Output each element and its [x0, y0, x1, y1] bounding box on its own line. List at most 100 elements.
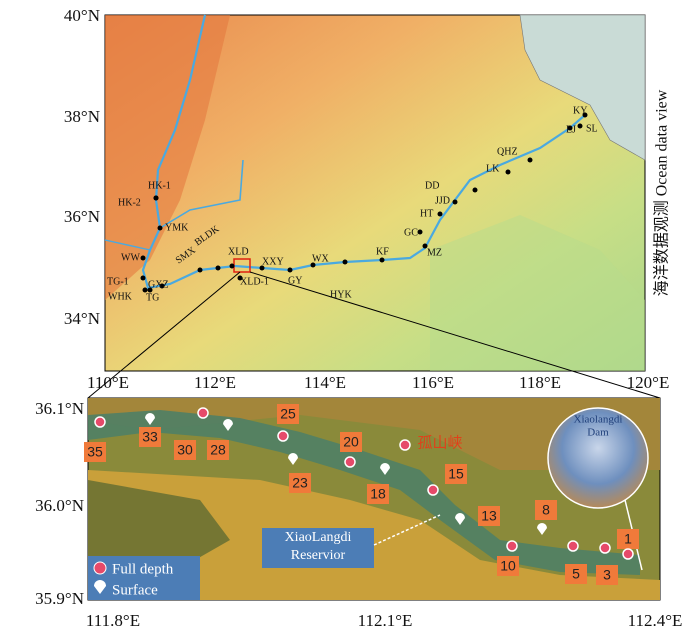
- site-number: 30: [177, 442, 193, 458]
- site-number: 35: [87, 444, 103, 460]
- site-number-box: [497, 556, 519, 576]
- station-dot: [452, 199, 458, 205]
- station-dot: [582, 112, 588, 118]
- surface-pin: [537, 523, 547, 535]
- station-dot: [417, 229, 423, 235]
- station-dot: [159, 283, 165, 289]
- site-number: 15: [448, 466, 464, 482]
- station-dot: [527, 157, 533, 163]
- legend-full-depth-marker: [93, 561, 107, 575]
- site-number: 23: [292, 475, 308, 491]
- station-dot: [142, 287, 148, 293]
- lon-label: 114°E: [304, 373, 346, 392]
- site-number-box: [340, 432, 362, 452]
- lon-label: 112.4°E: [628, 611, 683, 630]
- connector: [249, 271, 661, 399]
- station-dot: [153, 195, 159, 201]
- station-label: WX: [312, 253, 329, 264]
- site-number-box: [445, 464, 467, 484]
- site-number: 28: [210, 442, 226, 458]
- site-number-box: [535, 500, 557, 520]
- site-number: 10: [500, 558, 516, 574]
- site-number-box: [617, 529, 639, 549]
- lon-label: 116°E: [412, 373, 454, 392]
- lat-label: 35.9°N: [35, 589, 84, 608]
- site-number: 13: [481, 508, 497, 524]
- site-number: 25: [280, 406, 296, 422]
- station-label: DD: [425, 180, 439, 191]
- full-depth-pin: [599, 542, 611, 554]
- tributary: [159, 159, 244, 229]
- station-dot: [287, 267, 293, 273]
- station-label: KY: [573, 105, 587, 116]
- station-label: YMK: [165, 222, 189, 233]
- lon-label: 120°E: [627, 373, 670, 392]
- lat-label: 38°N: [64, 107, 100, 126]
- lat-label: 36.0°N: [35, 496, 84, 515]
- station-dot: [422, 243, 428, 249]
- site-number-box: [207, 440, 229, 460]
- station-dot: [472, 187, 478, 193]
- station-label: TG-1: [107, 276, 129, 287]
- full-depth-pin: [94, 416, 106, 428]
- lon-label: 112.1°E: [358, 611, 413, 630]
- station-dot: [215, 265, 221, 271]
- full-depth-pin: [567, 540, 579, 552]
- station-label: KF: [376, 246, 389, 257]
- station-dot: [437, 211, 443, 217]
- full-depth-pin: [506, 540, 518, 552]
- station-label: SL: [586, 123, 598, 134]
- site-number: 33: [142, 429, 158, 445]
- site-number-box: [478, 506, 500, 526]
- highland: [105, 15, 230, 300]
- reservoir-arrow: [373, 514, 441, 546]
- surface-pin: [455, 513, 465, 525]
- lat-label: 36°N: [64, 207, 100, 226]
- terrain: [88, 398, 660, 470]
- site-number: 20: [343, 434, 359, 450]
- station-dot: [342, 259, 348, 265]
- full-depth-pin: [399, 439, 411, 451]
- side-label: 海洋数据观测 Ocean data view: [653, 89, 671, 296]
- lat-label: 40°N: [64, 6, 100, 25]
- station-label: WW: [121, 252, 140, 263]
- station-dot: [259, 265, 265, 271]
- site-number: 1: [624, 531, 632, 547]
- full-depth-pin: [622, 548, 634, 560]
- station-dot: [197, 267, 203, 273]
- reservoir-label: Reservior: [291, 548, 346, 563]
- station-label: QHZ: [497, 146, 518, 157]
- lon-label: 111.8°E: [86, 611, 140, 630]
- station-dot: [147, 287, 153, 293]
- sea: [519, 14, 646, 161]
- station-label: WHK: [108, 291, 133, 302]
- connector: [87, 271, 241, 399]
- site-number: 18: [370, 486, 386, 502]
- full-depth-pin: [277, 430, 289, 442]
- legend-label: Surface: [112, 582, 158, 598]
- station-dot: [505, 169, 511, 175]
- station-label: HK-2: [118, 197, 141, 208]
- station-dot: [140, 275, 146, 281]
- station-dot: [237, 275, 243, 281]
- dam-photo: [547, 407, 649, 509]
- station-label: GC: [404, 227, 418, 238]
- station-label: HYK: [330, 289, 352, 300]
- site-number-box: [596, 565, 618, 585]
- station-label: GY: [288, 275, 302, 286]
- station-label: LK: [486, 163, 500, 174]
- site-number: 5: [572, 566, 580, 582]
- reservoir-label: XiaoLangdi: [285, 530, 352, 545]
- reservoir-box: [262, 528, 374, 568]
- lon-label: 110°E: [87, 373, 129, 392]
- station-label: MZ: [427, 247, 442, 258]
- surface-pin: [380, 463, 390, 475]
- station-label: JJD: [435, 195, 450, 206]
- station-label: HT: [420, 208, 433, 219]
- station-dot: [310, 262, 316, 268]
- dam-label: Dam: [587, 427, 609, 439]
- station-label: XXY: [262, 256, 284, 267]
- lat-label: 36.1°N: [35, 399, 84, 418]
- legend-label: Full depth: [112, 561, 174, 577]
